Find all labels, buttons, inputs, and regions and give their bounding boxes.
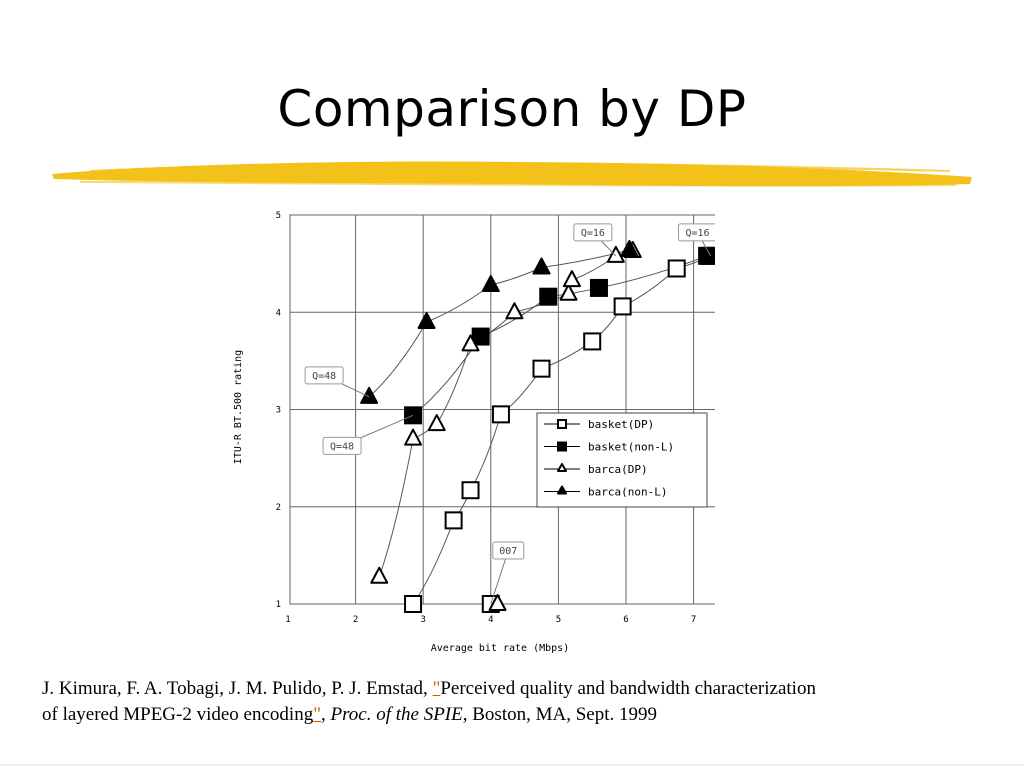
callout-label: Q=48 (330, 441, 354, 452)
y-tick-label: 3 (276, 406, 281, 416)
citation-separator: , (320, 704, 331, 725)
y-tick-label: 2 (276, 503, 281, 513)
x-tick-label: 7 (691, 615, 696, 625)
marker-triangle (557, 463, 567, 472)
x-tick-label: 3 (420, 615, 425, 625)
callout-label: Q=16 (581, 228, 605, 239)
marker-triangle (488, 594, 507, 611)
citation-venue: Proc. of the SPIE (330, 704, 463, 725)
marker-square (589, 278, 608, 297)
yellow-brush-stroke (52, 161, 972, 187)
marker-square (444, 511, 463, 530)
x-axis-label: Average bit rate (Mbps) (431, 643, 569, 654)
citation-quote-open: " (432, 678, 441, 699)
callout-box (492, 541, 525, 560)
marker-triangle (360, 386, 379, 404)
bottom-divider (0, 764, 1024, 766)
marker-triangle (557, 485, 567, 495)
y-tick-label: 5 (276, 211, 281, 221)
legend-label: basket(non-L) (588, 441, 674, 454)
citation-rest: , Boston, MA, Sept. 1999 (462, 704, 657, 725)
chart-ticks: 1 2 3 4 5 6 7 1 2 3 4 5 (276, 211, 697, 625)
marker-triangle (417, 311, 436, 329)
chart-legend: basket(DP) basket(non-L) barca(DP) barca(no… (536, 412, 708, 508)
marker-square (461, 481, 480, 500)
marker-square (532, 359, 551, 378)
marker-square (583, 332, 602, 351)
legend-label: barca(non-L) (588, 486, 667, 499)
slide-title: Comparison by DP (277, 80, 747, 138)
chart-annotations: Q=16 Q=16 Q=48 Q=48 007 (304, 223, 715, 605)
callout-box (573, 223, 613, 242)
marker-triangle (532, 257, 551, 275)
citation: J. Kimura, F. A. Tobagi, J. M. Pulido, P… (42, 676, 992, 728)
citation-paper-title-2: of layered MPEG-2 video encoding (42, 704, 314, 725)
citation-quote-close: " (313, 704, 321, 725)
callout-label: 007 (499, 546, 517, 557)
legend-label: basket(DP) (588, 418, 654, 431)
x-tick-label: 2 (353, 615, 358, 625)
marker-square (471, 327, 490, 346)
legend-label: barca(DP) (588, 463, 648, 476)
y-tick-label: 4 (276, 308, 281, 318)
citation-paper-title-1: Perceived quality and bandwidth characte… (440, 678, 816, 699)
marker-square (539, 287, 558, 306)
marker-square (698, 246, 715, 265)
citation-authors: J. Kimura, F. A. Tobagi, J. M. Pulido, P… (42, 678, 433, 699)
marker-square (557, 441, 567, 452)
callout-label: Q=48 (312, 371, 336, 382)
y-tick-label: 1 (276, 600, 281, 610)
x-tick-label: 1 (285, 615, 290, 625)
marker-triangle (620, 240, 639, 258)
marker-square (613, 297, 632, 316)
callout-box (322, 436, 362, 455)
marker-triangle (481, 275, 500, 293)
callout-box (678, 223, 715, 242)
marker-triangle (505, 302, 524, 320)
marker-triangle (562, 270, 581, 288)
marker-triangle (606, 245, 625, 263)
marker-triangle (404, 428, 423, 446)
callout-label: Q=16 (685, 228, 709, 239)
marker-square (491, 405, 510, 424)
chart: 1 2 3 4 5 6 7 1 2 3 4 5 Q=16 Q=16 Q=48 Q=48 007 basket(… (233, 211, 715, 654)
marker-triangle (559, 283, 578, 301)
marker-square (667, 259, 686, 278)
marker-square (557, 419, 567, 429)
marker-triangle (370, 566, 389, 584)
x-tick-label: 4 (488, 615, 493, 625)
x-tick-label: 6 (623, 615, 628, 625)
y-axis-label: ITU-R BT.500 rating (233, 350, 244, 464)
x-tick-label: 5 (556, 615, 561, 625)
marker-square (404, 595, 423, 613)
marker-triangle (427, 414, 446, 432)
callout-box (304, 366, 344, 385)
marker-triangle (461, 334, 480, 352)
